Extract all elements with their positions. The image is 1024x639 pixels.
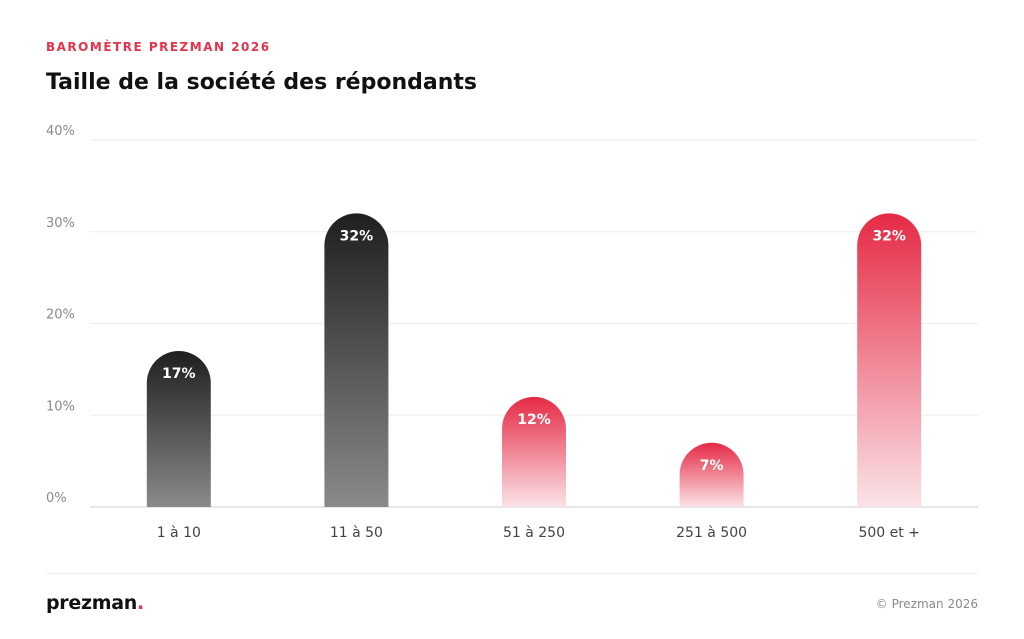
bar-value-label: 32% — [872, 228, 906, 244]
chart-kicker: BAROMÈTRE PREZMAN 2026 — [46, 40, 271, 54]
y-axis-ticks: 0% 10% 20% 30% 40% — [46, 124, 75, 506]
prezman-logo[interactable]: prezman. — [46, 592, 144, 614]
bar-value-label: 32% — [340, 228, 374, 244]
x-tick-label: 51 à 250 — [503, 525, 565, 541]
x-tick-label: 251 à 500 — [676, 525, 747, 541]
bar-value-label: 17% — [162, 366, 196, 382]
y-tick-label: 20% — [46, 308, 75, 323]
bar[interactable] — [679, 442, 744, 507]
bar[interactable] — [857, 213, 922, 507]
bar-value-label: 12% — [517, 412, 551, 428]
bars: 17% 32% 12% 7% 32% — [146, 213, 922, 507]
bar[interactable] — [146, 351, 211, 507]
bar[interactable] — [502, 396, 566, 507]
x-tick-label: 500 et + — [858, 525, 919, 541]
y-tick-label: 40% — [46, 124, 75, 139]
copyright-text: © Prezman 2026 — [875, 597, 978, 611]
y-tick-label: 30% — [46, 216, 75, 231]
y-tick-label: 0% — [46, 491, 67, 506]
x-tick-label: 11 à 50 — [330, 525, 383, 541]
bar-value-label: 7% — [700, 458, 724, 474]
chart-title: Taille de la société des répondants — [46, 70, 477, 95]
x-tick-label: 1 à 10 — [157, 525, 201, 541]
bar[interactable] — [324, 213, 389, 507]
footer-divider — [46, 573, 978, 574]
x-axis-ticks: 1 à 10 11 à 50 51 à 250 251 à 500 500 et + — [157, 525, 920, 541]
bar-chart: 0% 10% 20% 30% 40% 17% 32% 12% 7% 32% 1 à 10 11 à… — [46, 124, 978, 541]
y-tick-label: 10% — [46, 399, 75, 414]
